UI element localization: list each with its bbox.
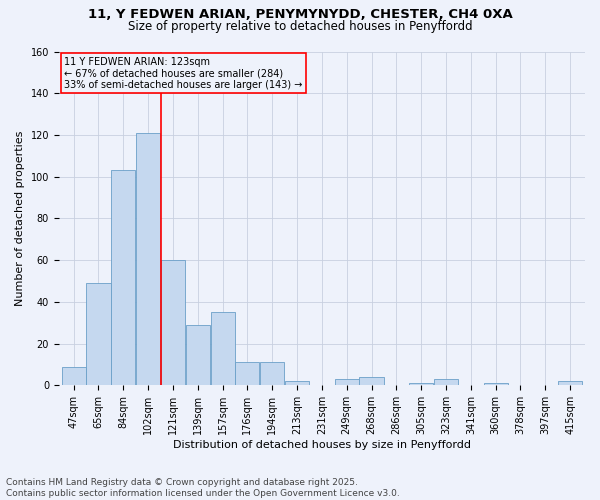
Text: Contains HM Land Registry data © Crown copyright and database right 2025.
Contai: Contains HM Land Registry data © Crown c… — [6, 478, 400, 498]
Text: 11 Y FEDWEN ARIAN: 123sqm
← 67% of detached houses are smaller (284)
33% of semi: 11 Y FEDWEN ARIAN: 123sqm ← 67% of detac… — [64, 56, 302, 90]
X-axis label: Distribution of detached houses by size in Penyffordd: Distribution of detached houses by size … — [173, 440, 471, 450]
Bar — [136, 133, 160, 386]
Bar — [86, 283, 110, 386]
Text: 11, Y FEDWEN ARIAN, PENYMYNYDD, CHESTER, CH4 0XA: 11, Y FEDWEN ARIAN, PENYMYNYDD, CHESTER,… — [88, 8, 512, 20]
Bar — [558, 381, 582, 386]
Bar — [359, 377, 383, 386]
Bar — [161, 260, 185, 386]
Bar — [111, 170, 136, 386]
Bar — [235, 362, 259, 386]
Y-axis label: Number of detached properties: Number of detached properties — [15, 130, 25, 306]
Bar — [260, 362, 284, 386]
Bar — [285, 381, 309, 386]
Bar — [211, 312, 235, 386]
Bar — [434, 379, 458, 386]
Bar — [409, 384, 433, 386]
Bar — [335, 379, 359, 386]
Text: Size of property relative to detached houses in Penyffordd: Size of property relative to detached ho… — [128, 20, 472, 33]
Bar — [484, 384, 508, 386]
Bar — [62, 366, 86, 386]
Bar — [186, 325, 210, 386]
